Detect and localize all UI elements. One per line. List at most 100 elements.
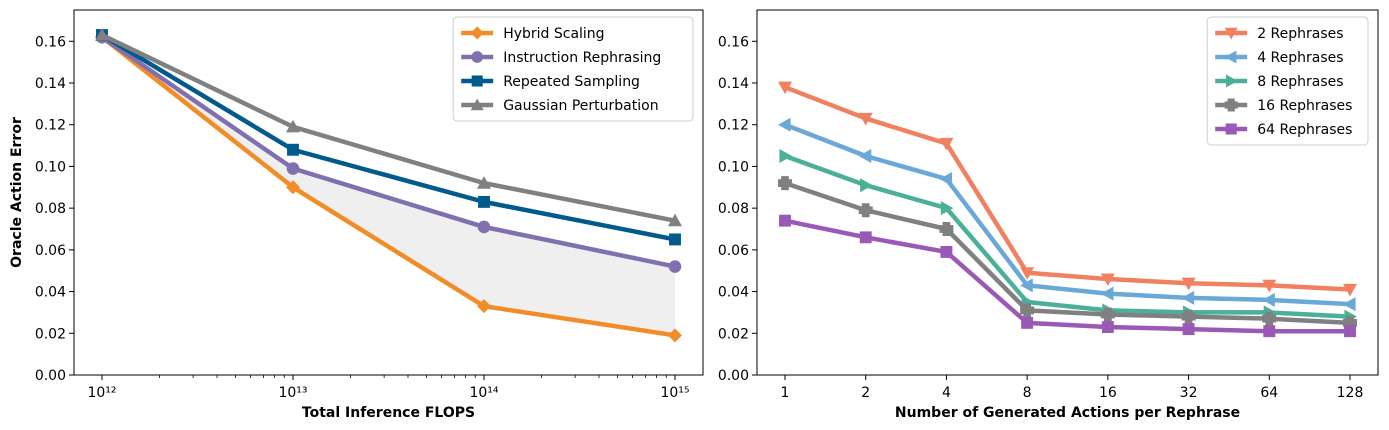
data-point	[287, 143, 299, 156]
legend-swatch-marker	[471, 75, 483, 87]
legend-label: Hybrid Scaling	[503, 26, 604, 42]
y-tick-label: 0.06	[35, 243, 66, 259]
x-axis-label: Number of Generated Actions per Rephrase	[895, 405, 1240, 421]
legend-swatch-marker	[470, 26, 484, 40]
series-line	[99, 32, 678, 223]
data-point	[940, 201, 954, 216]
data-point	[1020, 267, 1035, 280]
data-point	[1343, 283, 1357, 297]
y-tick-label: 0.02	[718, 326, 749, 342]
y-tick-label: 0.02	[35, 326, 66, 342]
x-tick-label: 32	[1180, 385, 1198, 401]
y-tick-label: 0.04	[35, 285, 66, 301]
y-tick-label: 0.08	[718, 201, 749, 217]
x-tick-label: 128	[1337, 385, 1364, 401]
x-tick-label: 1	[781, 385, 790, 401]
legend-swatch-marker	[1226, 74, 1238, 88]
y-tick-label: 0.04	[718, 285, 749, 301]
data-point	[779, 149, 792, 163]
legend-label: 64 Rephrases	[1257, 122, 1352, 138]
legend-label: 16 Rephrases	[1257, 98, 1352, 114]
data-point	[286, 162, 300, 175]
y-tick-label: 0.00	[35, 368, 66, 384]
y-tick-label: 0.08	[35, 201, 66, 217]
y-tick-label: 0.16	[718, 34, 749, 50]
data-point	[939, 171, 953, 186]
y-tick-label: 0.14	[35, 76, 66, 92]
x-tick-label: 10¹³	[278, 385, 307, 401]
y-tick-label: 0.12	[718, 118, 749, 134]
series-line	[782, 218, 1353, 334]
legend-entry: Hybrid Scaling	[461, 26, 605, 42]
data-point	[858, 149, 872, 163]
legend-label: Repeated Sampling	[503, 74, 640, 90]
data-point	[1020, 303, 1035, 318]
data-point	[939, 222, 954, 236]
x-axis-label: Total Inference FLOPS	[302, 405, 475, 421]
x-tick-label: 8	[1023, 385, 1032, 401]
data-point	[779, 214, 791, 227]
plot-frame	[73, 9, 704, 376]
x-tick-label: 10¹²	[87, 385, 116, 401]
panel-1: 0.00 0.02 0.04 0.06 0.08 0.10 0.12 0.14 0.16 10¹²…	[9, 9, 704, 421]
legend-swatch-marker	[1224, 27, 1238, 40]
data-point	[859, 231, 872, 244]
data-point	[478, 195, 490, 208]
legend-entry: 4 Rephrases	[1215, 50, 1344, 66]
legend-box	[452, 16, 694, 122]
y-tick-label: 0.12	[35, 118, 66, 134]
data-point	[95, 28, 109, 41]
x-tick-label: 16	[1099, 385, 1117, 401]
data-point	[1181, 277, 1196, 291]
data-point	[778, 81, 792, 95]
legend-box	[1206, 16, 1369, 146]
series-4	[95, 28, 682, 227]
series-line	[782, 153, 1353, 319]
y-tick-label: 0.10	[718, 159, 749, 175]
series-5	[779, 214, 1356, 338]
data-point	[778, 176, 792, 191]
data-point	[286, 180, 300, 195]
data-point	[1262, 292, 1275, 307]
y-tick-label: 0.16	[35, 34, 66, 50]
data-point	[668, 260, 682, 273]
data-point	[1021, 316, 1034, 329]
data-point	[858, 112, 873, 126]
data-point	[778, 117, 791, 132]
data-point	[1344, 325, 1356, 338]
data-point	[477, 176, 491, 189]
x-tick-label: 2	[861, 385, 870, 401]
legend-entry: 16 Rephrases	[1215, 98, 1352, 114]
legend-entry: 2 Rephrases	[1215, 26, 1344, 42]
data-point	[860, 178, 873, 193]
data-point	[1020, 278, 1033, 293]
legend-entry: Instruction Rephrasing	[461, 50, 661, 66]
legend-entry: 8 Rephrases	[1215, 74, 1344, 90]
series-line	[782, 84, 1353, 292]
legend-label: 2 Rephrases	[1257, 26, 1343, 42]
data-point	[1262, 311, 1277, 326]
data-point	[1101, 321, 1114, 333]
data-point	[1262, 279, 1277, 293]
series-line	[782, 122, 1353, 307]
y-tick-label: 0.14	[718, 76, 749, 92]
data-point	[858, 203, 873, 218]
data-point	[1182, 323, 1195, 336]
series-2	[778, 117, 1356, 312]
series-line	[782, 180, 1353, 326]
data-point	[1100, 286, 1114, 301]
y-axis-label: Oracle Action Error	[9, 117, 25, 268]
data-point	[1181, 290, 1195, 305]
data-point	[1263, 325, 1276, 338]
y-tick-label: 0.00	[718, 368, 749, 384]
x-tick-label: 10¹⁴	[469, 385, 498, 401]
legend-label: 4 Rephrases	[1257, 50, 1343, 66]
plot-frame	[756, 9, 1379, 376]
panel-2: 0.00 0.02 0.04 0.06 0.08 0.10 0.12 0.14 0.16 1 2 4 8…	[718, 9, 1379, 421]
data-point	[939, 137, 954, 151]
series-line	[99, 34, 678, 269]
data-point	[668, 213, 682, 227]
series-line	[99, 34, 678, 338]
legend-swatch-marker	[1224, 98, 1238, 112]
